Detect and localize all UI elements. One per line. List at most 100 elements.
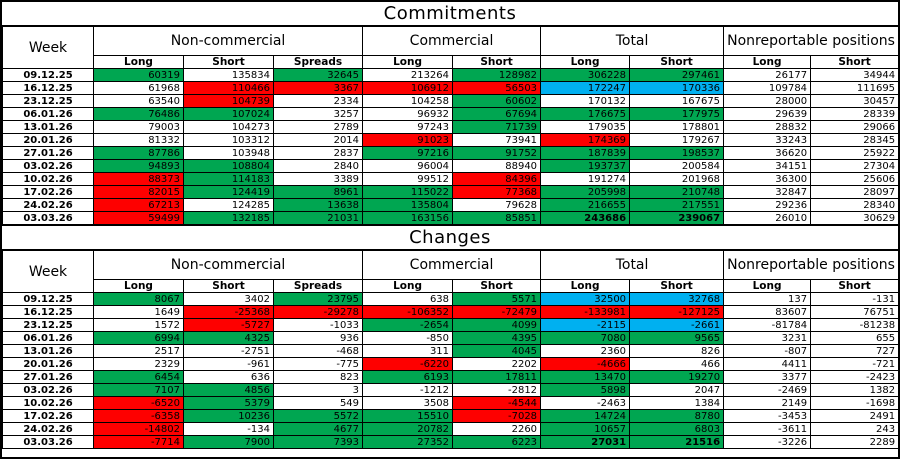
value-cell: 29639	[723, 107, 812, 121]
value-cell: 73941	[452, 133, 542, 147]
value-cell: 36620	[723, 146, 812, 160]
value-cell: -133981	[540, 305, 631, 319]
value-cell: 8961	[272, 185, 364, 199]
value-cell: 111695	[810, 81, 898, 95]
week-cell: 10.02.26	[2, 396, 94, 410]
value-cell: 6994	[93, 331, 184, 345]
value-cell: 1384	[629, 396, 725, 410]
value-cell: 3402	[183, 292, 274, 306]
value-cell: -2661	[629, 318, 725, 332]
value-cell: 103948	[183, 146, 274, 160]
value-cell: 29236	[723, 198, 812, 212]
value-cell: 4325	[183, 331, 274, 345]
value-cell: 176675	[540, 107, 631, 121]
value-cell: 87786	[93, 146, 184, 160]
value-cell: 28832	[723, 120, 812, 134]
value-cell: 2837	[272, 146, 364, 160]
value-cell: -2654	[362, 318, 454, 332]
value-cell: 2491	[810, 409, 898, 423]
value-cell: -7028	[452, 409, 542, 423]
value-cell: 172247	[540, 81, 631, 95]
value-cell: 28345	[810, 133, 898, 147]
week-cell: 20.01.26	[2, 357, 94, 371]
commitments-table: Week Non-commercial Commercial Total Nonrepo…	[2, 26, 898, 225]
sub-header-non-commercial-short: Short	[183, 55, 274, 69]
value-cell: 4045	[452, 344, 542, 358]
value-cell: 104258	[362, 94, 454, 108]
value-cell: 76486	[93, 107, 184, 121]
value-cell: 3389	[272, 172, 364, 186]
value-cell: 2014	[272, 133, 364, 147]
value-cell: 638	[362, 292, 454, 306]
value-cell: 34944	[810, 68, 898, 82]
value-cell: 26177	[723, 68, 812, 82]
value-cell: 13470	[540, 370, 631, 384]
week-cell: 09.12.25	[2, 68, 94, 82]
value-cell: 7900	[183, 435, 274, 449]
value-cell: -6220	[362, 357, 454, 371]
value-cell: 1649	[93, 305, 184, 319]
value-cell: 2202	[452, 357, 542, 371]
value-cell: 655	[810, 331, 898, 345]
sub-header-total-long: Long	[540, 55, 631, 69]
value-cell: 311	[362, 344, 454, 358]
value-cell: 104739	[183, 94, 274, 108]
table-row: 24.02.26 67213 124285 13638 135804 79628 21665…	[2, 198, 898, 212]
value-cell: 84396	[452, 172, 542, 186]
value-cell: 243	[810, 422, 898, 436]
value-cell: -14802	[93, 422, 184, 436]
value-cell: 6223	[452, 435, 542, 449]
value-cell: 2047	[629, 383, 725, 397]
value-cell: 103312	[183, 133, 274, 147]
value-cell: 14724	[540, 409, 631, 423]
week-cell: 24.02.26	[2, 422, 94, 436]
value-cell: 135804	[362, 198, 454, 212]
value-cell: 163156	[362, 211, 454, 225]
table-row: 03.03.26 59499 132185 21031 163156 85851 24368…	[2, 211, 898, 225]
value-cell: 28000	[723, 94, 812, 108]
value-cell: 6803	[629, 422, 725, 436]
value-cell: -2751	[183, 344, 274, 358]
value-cell: 306228	[540, 68, 631, 82]
group-header-commercial: Commercial	[362, 26, 542, 56]
value-cell: 10657	[540, 422, 631, 436]
value-cell: -850	[362, 331, 454, 345]
value-cell: 297461	[629, 68, 725, 82]
value-cell: 23795	[272, 292, 364, 306]
value-cell: -2115	[540, 318, 631, 332]
value-cell: 936	[272, 331, 364, 345]
week-cell: 20.01.26	[2, 133, 94, 147]
value-cell: 823	[272, 370, 364, 384]
value-cell: 5379	[183, 396, 274, 410]
value-cell: 33243	[723, 133, 812, 147]
value-cell: 91023	[362, 133, 454, 147]
value-cell: 3508	[362, 396, 454, 410]
value-cell: 2149	[723, 396, 812, 410]
value-cell: -2469	[723, 383, 812, 397]
value-cell: 91752	[452, 146, 542, 160]
value-cell: 4411	[723, 357, 812, 371]
table-row: 17.02.26 82015 124419 8961 115022 77368 205998…	[2, 185, 898, 199]
value-cell: 63540	[93, 94, 184, 108]
value-cell: 179035	[540, 120, 631, 134]
value-cell: 32847	[723, 185, 812, 199]
value-cell: 3231	[723, 331, 812, 345]
table-row: 20.01.26 2329 -961 -775 -6220 2202 -4666 466 441…	[2, 357, 898, 371]
value-cell: 549	[272, 396, 364, 410]
week-column-header: Week	[2, 26, 94, 69]
group-header-commercial: Commercial	[362, 250, 542, 280]
sub-header-nonreportable-positions-short: Short	[810, 55, 898, 69]
value-cell: 7107	[93, 383, 184, 397]
value-cell: 29066	[810, 120, 898, 134]
table-row: 13.01.26 79003 104273 2789 97243 71739 179035 1…	[2, 120, 898, 134]
value-cell: 5571	[452, 292, 542, 306]
value-cell: 36300	[723, 172, 812, 186]
value-cell: 71739	[452, 120, 542, 134]
value-cell: 67694	[452, 107, 542, 121]
group-header-total: Total	[540, 26, 725, 56]
value-cell: 200584	[629, 159, 725, 173]
table-row: 27.01.26 87786 103948 2837 97216 91752 187839 1…	[2, 146, 898, 160]
value-cell: 17811	[452, 370, 542, 384]
value-cell: 6193	[362, 370, 454, 384]
